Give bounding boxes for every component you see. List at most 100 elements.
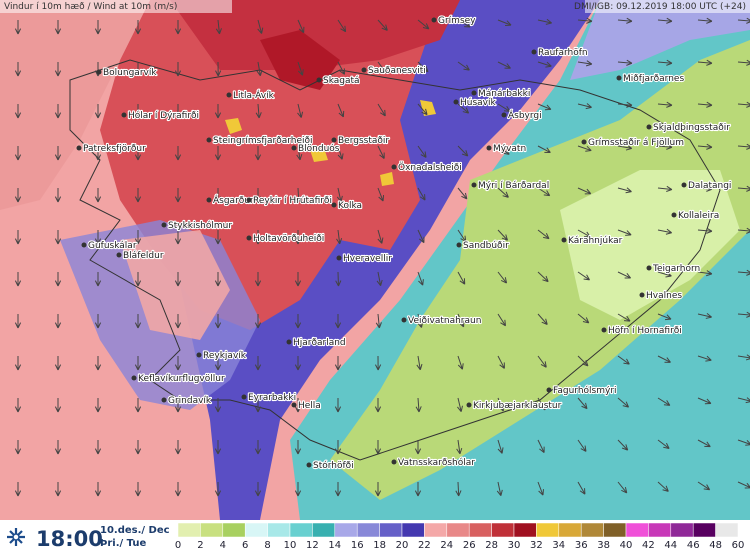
wind-arrow bbox=[54, 62, 62, 77]
wind-arrow bbox=[374, 398, 382, 413]
place-dot bbox=[226, 92, 232, 98]
wind-arrow bbox=[336, 229, 343, 245]
wind-arrow bbox=[577, 481, 586, 495]
wind-arrow bbox=[697, 312, 712, 319]
place-dot bbox=[331, 137, 337, 143]
wind-arrow bbox=[214, 314, 222, 329]
legend-label: 12 bbox=[306, 540, 319, 551]
place-dot bbox=[646, 265, 652, 271]
wind-arrow bbox=[657, 59, 673, 66]
place-label: Kolka bbox=[338, 201, 362, 211]
place-label: Bláfeldur bbox=[123, 251, 164, 261]
place-dot bbox=[671, 212, 677, 218]
place-label: Fagurhólsmýri bbox=[553, 385, 617, 396]
wind-arrow bbox=[657, 143, 673, 150]
wind-arrow bbox=[697, 355, 712, 362]
place-label: Höfn í Hornafirði bbox=[608, 326, 682, 336]
wind-arrow bbox=[537, 145, 551, 154]
legend-label: 0 bbox=[175, 540, 181, 551]
wind-arrow bbox=[334, 398, 342, 413]
wind-arrow bbox=[334, 482, 342, 497]
wind-arrow bbox=[617, 271, 632, 279]
place-dot bbox=[291, 402, 297, 408]
place-dot bbox=[241, 394, 247, 400]
wind-arrow bbox=[214, 398, 222, 413]
wind-arrow bbox=[697, 59, 713, 66]
wind-arrow bbox=[294, 440, 302, 455]
wind-arrow bbox=[657, 101, 673, 108]
wind-arrow bbox=[174, 230, 182, 245]
legend-swatch bbox=[244, 522, 268, 538]
wind-arrow bbox=[134, 314, 142, 329]
legend: 0 2 4 6 8 10 12 14 16 18 20 22 24 26 28 30 32 34 36 38 40 42 4… bbox=[175, 522, 744, 551]
wind-arrow bbox=[254, 188, 262, 203]
legend-label: 10 bbox=[284, 540, 297, 551]
wind-arrow bbox=[617, 229, 632, 236]
wind-arrow bbox=[254, 356, 262, 371]
wind-arrow bbox=[14, 314, 22, 329]
wind-arrow bbox=[14, 188, 22, 203]
place-dot bbox=[471, 90, 477, 96]
place-label: Bergsstaðir bbox=[338, 136, 389, 146]
wind-arrow bbox=[417, 19, 430, 30]
wind-arrow bbox=[334, 314, 342, 329]
place-dot bbox=[286, 339, 292, 345]
wind-arrow bbox=[297, 103, 304, 118]
wind-arrow bbox=[134, 230, 142, 245]
wind-arrow bbox=[457, 397, 463, 412]
wind-arrow bbox=[697, 270, 713, 277]
wind-arrow bbox=[457, 271, 466, 285]
wind-arrow bbox=[617, 187, 632, 194]
place-dot bbox=[601, 327, 607, 333]
wind-arrow bbox=[94, 146, 102, 161]
wind-arrow bbox=[54, 482, 62, 497]
map-title: Vindur í 10m hæð / Wind at 10m (m/s) bbox=[4, 2, 177, 12]
wind-arrow bbox=[537, 397, 546, 411]
wind-arrow bbox=[617, 397, 630, 408]
wind-arrow bbox=[215, 19, 222, 35]
wind-arrow bbox=[617, 439, 629, 451]
place-dot bbox=[246, 235, 252, 241]
place-label: Holtavörðuheiði bbox=[253, 234, 324, 244]
wind-arrow bbox=[617, 17, 633, 24]
wind-arrow bbox=[214, 188, 222, 203]
wind-arrow bbox=[254, 314, 262, 329]
wind-arrow bbox=[294, 230, 302, 245]
wind-arrow bbox=[375, 355, 382, 371]
place-dot bbox=[501, 112, 507, 118]
place-label: Grímsey bbox=[438, 16, 476, 26]
wind-arrow bbox=[497, 313, 507, 327]
wind-arrow bbox=[94, 188, 102, 203]
wind-arrow bbox=[417, 271, 424, 286]
legend-label: 16 bbox=[351, 540, 364, 551]
place-label: Mýri í Bárðardal bbox=[478, 181, 549, 191]
place-dot bbox=[206, 137, 212, 143]
place-label: Gufuskálar bbox=[88, 241, 137, 251]
wind-arrow bbox=[657, 313, 672, 321]
legend-swatch bbox=[468, 522, 492, 538]
legend-label: 20 bbox=[396, 540, 409, 551]
wind-arrow bbox=[537, 229, 550, 240]
wind-arrow bbox=[415, 397, 422, 413]
wind-arrow bbox=[254, 398, 262, 413]
wind-arrow bbox=[54, 356, 62, 371]
wind-arrow bbox=[255, 103, 262, 119]
wind-arrow bbox=[497, 397, 505, 412]
place-dot bbox=[316, 77, 322, 83]
wind-arrow bbox=[54, 20, 62, 35]
place-dot bbox=[206, 197, 212, 203]
wind-arrow bbox=[377, 145, 385, 159]
wind-arrow bbox=[577, 439, 587, 452]
place-dot bbox=[96, 69, 102, 75]
place-label: Litla-Ávík bbox=[233, 89, 275, 101]
place-label: Miðfjarðarnes bbox=[623, 74, 684, 84]
wind-arrow bbox=[254, 230, 262, 245]
wind-arrow bbox=[577, 17, 593, 24]
wind-arrow bbox=[374, 440, 382, 455]
wind-arrow bbox=[697, 101, 713, 108]
wind-arrow bbox=[417, 145, 427, 158]
legend-label: 24 bbox=[440, 540, 453, 551]
place-labels: Grímsey Raufarhöfn Bolungarvík Skagatá Sauða… bbox=[76, 15, 733, 472]
legend-swatch bbox=[379, 522, 403, 538]
legend-label: 38 bbox=[597, 540, 610, 551]
